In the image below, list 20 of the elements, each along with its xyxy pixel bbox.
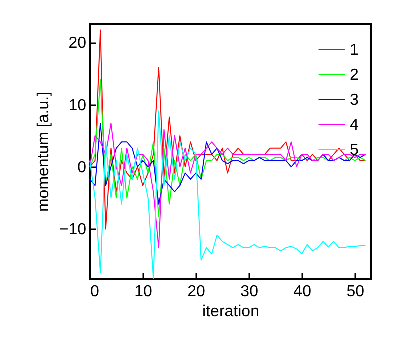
y-axis-title: momentum [a.u.] bbox=[35, 92, 52, 212]
x-tick-label: 0 bbox=[90, 284, 100, 300]
legend-label: 3 bbox=[350, 92, 359, 109]
line-series bbox=[90, 30, 366, 230]
y-tick-label: −10 bbox=[59, 222, 87, 239]
x-tick-label: 20 bbox=[188, 284, 206, 300]
line-series bbox=[90, 110, 366, 280]
x-tick-label: 10 bbox=[134, 284, 153, 300]
y-tick-label: 10 bbox=[68, 97, 87, 114]
legend-label: 4 bbox=[350, 117, 359, 134]
x-tick-label: 40 bbox=[294, 284, 312, 300]
legend-label: 2 bbox=[350, 67, 359, 84]
line-series bbox=[90, 79, 366, 218]
x-tick-label: 50 bbox=[346, 284, 365, 300]
y-tick-label: 0 bbox=[78, 160, 87, 177]
legend-label: 1 bbox=[350, 42, 359, 59]
y-tick-label: 20 bbox=[68, 35, 87, 52]
x-tick-label: 30 bbox=[240, 284, 259, 300]
x-axis-title: iteration bbox=[202, 304, 260, 320]
legend-label: 5 bbox=[350, 142, 359, 159]
